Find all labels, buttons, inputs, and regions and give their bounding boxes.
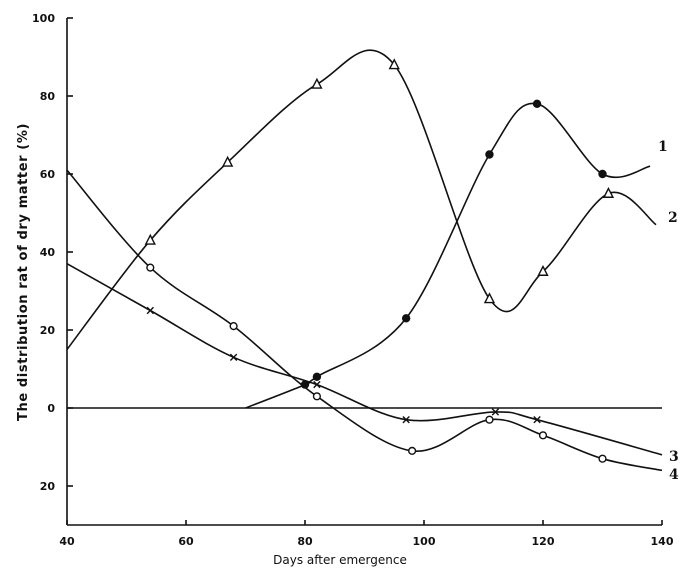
open-circle-marker: [408, 446, 417, 456]
filled-circle-marker: [485, 150, 494, 159]
series-line-1: [245, 102, 651, 409]
cross-marker-stroke: [229, 353, 238, 361]
open-circle-marker: [598, 454, 607, 463]
open-triangle-marker: [311, 77, 323, 89]
axes: [66, 17, 663, 526]
x-tick-label: 80: [297, 535, 313, 548]
open-circle-marker: [229, 322, 238, 331]
series-line-4: [66, 169, 663, 472]
curve-label-4: 4: [669, 467, 679, 483]
series-4: [66, 169, 663, 472]
filled-circle-marker: [312, 372, 322, 381]
y-tick-label: 20: [40, 480, 56, 493]
open-circle-marker: [485, 415, 494, 424]
open-triangle-marker: [602, 186, 615, 198]
cross-marker-stroke: [533, 416, 541, 424]
open-triangle-marker: [388, 58, 400, 70]
cross-marker: [229, 353, 238, 361]
series-layer: [66, 49, 663, 472]
y-tick-label: 60: [40, 168, 56, 181]
series-line-3: [66, 263, 663, 456]
filled-circle-marker: [532, 99, 542, 109]
cross-marker: [491, 408, 500, 416]
cross-marker: [533, 416, 541, 424]
open-triangle-marker: [483, 292, 496, 304]
open-circle-marker: [146, 263, 155, 272]
x-tick-label: 100: [413, 535, 436, 548]
x-axis-label: Days after emergence: [273, 553, 407, 567]
curve-label-1: 1: [658, 139, 668, 155]
open-circle-marker: [312, 392, 322, 401]
cross-marker: [146, 306, 154, 315]
x-tick-label: 40: [59, 535, 75, 548]
x-tick-label: 140: [651, 535, 674, 548]
x-tick-label: 60: [178, 535, 194, 548]
y-tick-label: 40: [40, 246, 56, 259]
series-1: [245, 99, 651, 409]
y-tick-label: 100: [32, 12, 55, 25]
curve-label-2: 2: [668, 210, 678, 226]
series-3: [66, 263, 663, 456]
cross-marker: [402, 416, 410, 424]
y-axis-label: The distribution rat of dry matter (%): [16, 123, 31, 421]
y-tick-label: 20: [40, 324, 56, 337]
cross-marker-stroke: [402, 416, 410, 424]
y-tick-label: 80: [40, 90, 56, 103]
curve-label-3: 3: [669, 449, 679, 465]
filled-circle-marker: [598, 169, 607, 179]
open-triangle-marker: [222, 155, 234, 167]
cross-marker-stroke: [491, 408, 500, 416]
open-triangle-marker: [537, 264, 549, 276]
series-line-2: [66, 49, 657, 350]
filled-circle-marker: [401, 314, 411, 323]
cross-marker-stroke: [146, 306, 154, 315]
series-2: [66, 49, 657, 350]
cross-marker-stroke: [313, 380, 321, 389]
x-tick-label: 120: [532, 535, 555, 548]
labels-layer: 100 80 60 40 20 0 20 40 60 80 100 120 140 Days after …: [16, 12, 679, 567]
y-tick-label: 0: [47, 402, 55, 415]
open-triangle-marker: [144, 233, 156, 245]
open-circle-marker: [538, 431, 548, 440]
cross-marker: [313, 380, 321, 389]
